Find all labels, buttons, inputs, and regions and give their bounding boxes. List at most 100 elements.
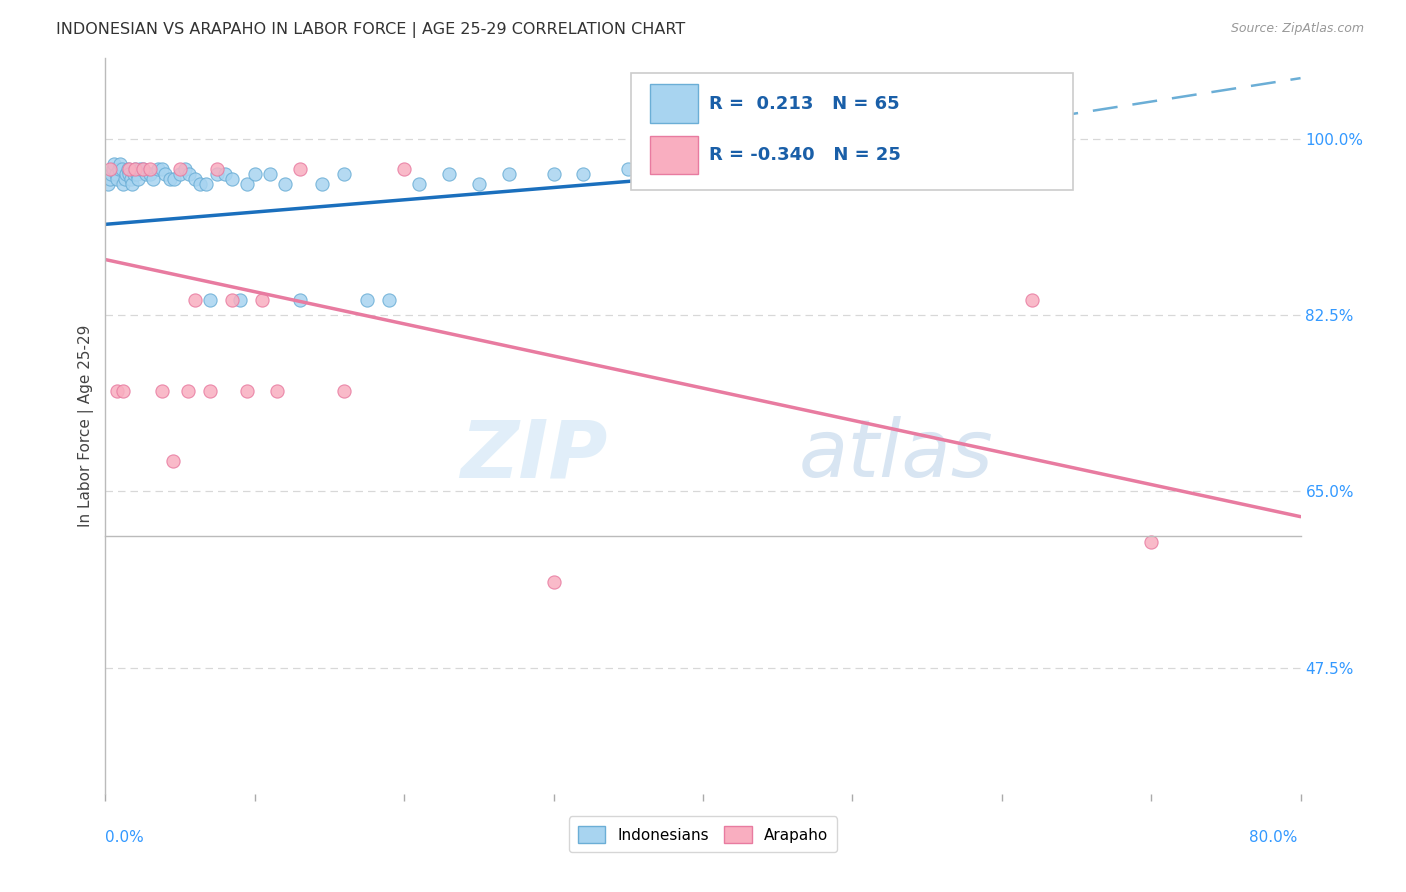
Point [221, 293, 243, 307]
Point [194, 177, 217, 191]
Point [543, 167, 565, 181]
Point [841, 167, 863, 181]
Point [266, 384, 288, 398]
Point [104, 167, 127, 181]
Point [184, 172, 207, 186]
Point [114, 172, 136, 186]
Point [128, 161, 150, 176]
Point [751, 167, 773, 181]
Point [112, 384, 135, 398]
Point [169, 161, 191, 176]
Point [333, 384, 356, 398]
Point [146, 161, 169, 176]
Point [707, 167, 730, 181]
Y-axis label: In Labor Force | Age 25-29: In Labor Force | Age 25-29 [79, 325, 94, 527]
Point [112, 177, 135, 191]
Legend: Indonesians, Arapaho: Indonesians, Arapaho [568, 816, 838, 853]
Point [108, 161, 131, 176]
Text: INDONESIAN VS ARAPAHO IN LABOR FORCE | AGE 25-29 CORRELATION CHART: INDONESIAN VS ARAPAHO IN LABOR FORCE | A… [56, 22, 686, 38]
Point [931, 167, 953, 181]
Point [132, 161, 155, 176]
Point [198, 293, 221, 307]
Point [468, 177, 491, 191]
Point [259, 167, 281, 181]
Point [288, 293, 311, 307]
Point [163, 172, 186, 186]
Point [252, 293, 274, 307]
Point [633, 131, 655, 145]
Point [100, 167, 122, 181]
Point [207, 161, 229, 176]
Point [437, 167, 460, 181]
Point [333, 167, 356, 181]
Point [378, 293, 401, 307]
Text: atlas: atlas [799, 417, 994, 494]
Point [110, 157, 132, 171]
Point [150, 384, 173, 398]
Point [117, 161, 139, 176]
FancyBboxPatch shape [651, 85, 699, 123]
Point [662, 167, 685, 181]
Point [155, 167, 177, 181]
Point [124, 161, 146, 176]
Text: ZIP: ZIP [460, 417, 607, 494]
Point [796, 167, 818, 181]
Point [229, 293, 252, 307]
Point [188, 177, 211, 191]
Point [886, 167, 908, 181]
Point [132, 161, 155, 176]
Point [169, 167, 191, 181]
Point [617, 161, 640, 176]
Text: R =  0.213   N = 65: R = 0.213 N = 65 [709, 95, 900, 113]
Point [288, 161, 311, 176]
Point [1021, 293, 1043, 307]
Point [162, 454, 184, 468]
Point [498, 167, 520, 181]
Point [120, 172, 142, 186]
Text: R = -0.340   N = 25: R = -0.340 N = 25 [709, 146, 901, 164]
Point [394, 161, 416, 176]
Point [159, 172, 181, 186]
Point [142, 172, 165, 186]
Point [243, 167, 266, 181]
Point [97, 177, 120, 191]
Point [118, 161, 141, 176]
FancyBboxPatch shape [651, 136, 699, 174]
Point [176, 384, 198, 398]
Point [207, 167, 229, 181]
Point [98, 161, 121, 176]
Point [121, 177, 143, 191]
Point [135, 167, 157, 181]
Point [101, 161, 124, 176]
Point [177, 167, 201, 181]
Point [1140, 534, 1163, 549]
Point [127, 172, 149, 186]
Text: Source: ZipAtlas.com: Source: ZipAtlas.com [1230, 22, 1364, 36]
Point [124, 161, 146, 176]
Point [111, 161, 134, 176]
Point [408, 177, 430, 191]
Point [139, 167, 162, 181]
Point [103, 157, 125, 171]
Point [543, 575, 565, 590]
Text: 0.0%: 0.0% [105, 830, 145, 845]
Point [98, 172, 121, 186]
Point [107, 172, 129, 186]
Point [273, 177, 295, 191]
Point [356, 293, 378, 307]
Point [150, 161, 173, 176]
Point [221, 172, 243, 186]
Point [184, 293, 207, 307]
FancyBboxPatch shape [631, 72, 1074, 191]
Point [115, 167, 138, 181]
Point [122, 167, 145, 181]
Point [198, 384, 221, 398]
Point [125, 167, 148, 181]
Point [214, 167, 236, 181]
Point [139, 161, 162, 176]
Point [107, 384, 129, 398]
Point [173, 161, 195, 176]
Point [118, 167, 141, 181]
Point [572, 167, 595, 181]
Text: 80.0%: 80.0% [1250, 830, 1298, 845]
